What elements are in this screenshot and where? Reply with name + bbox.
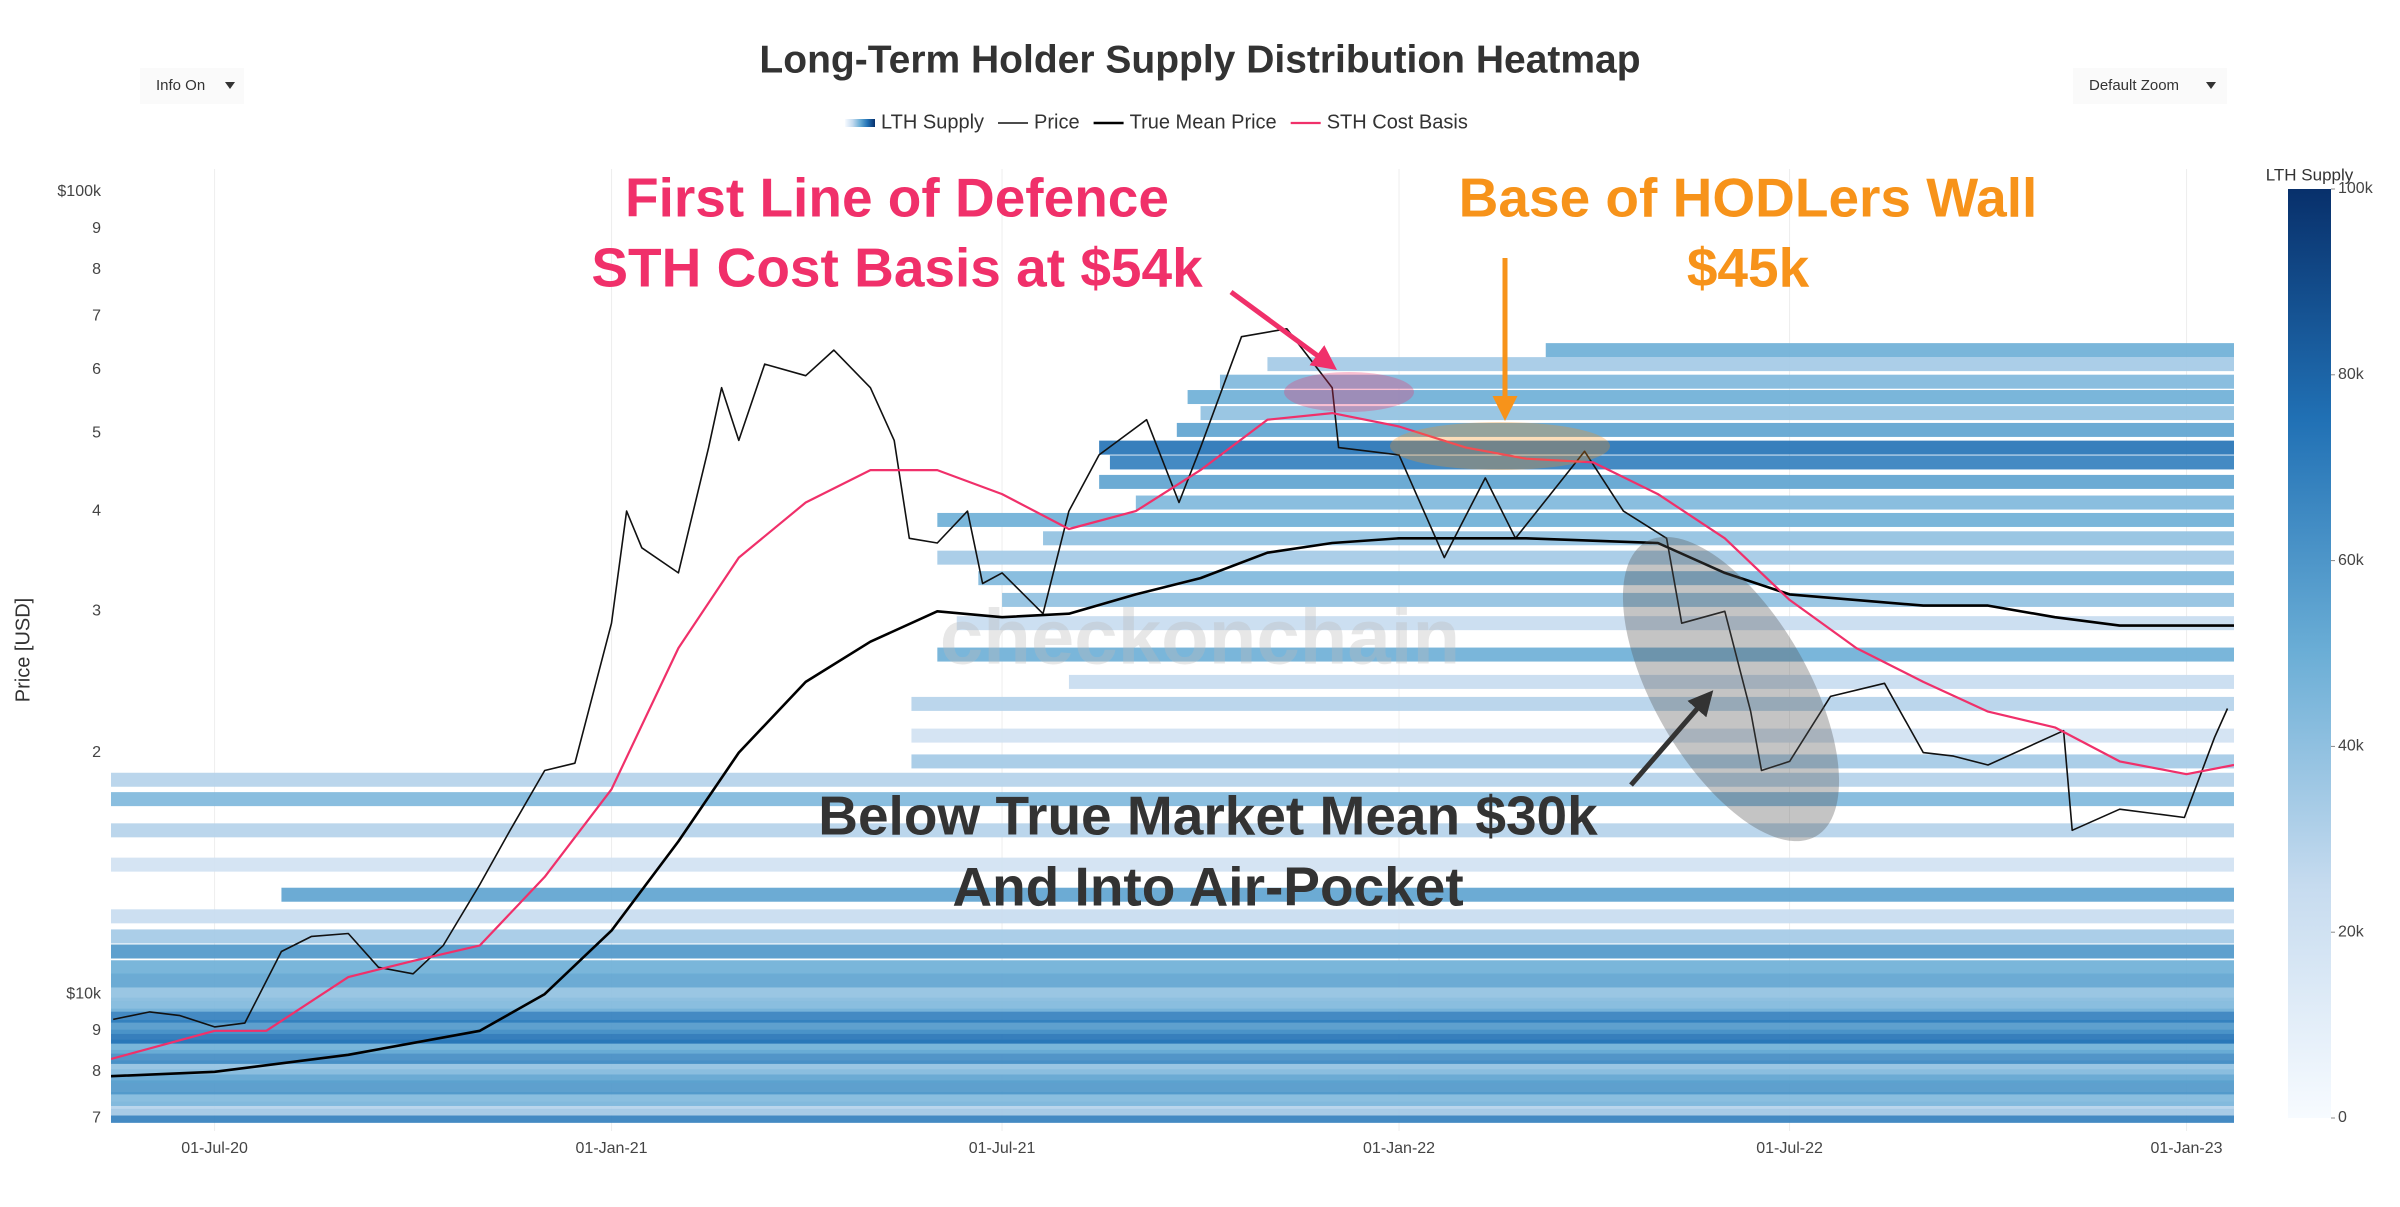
supply-band [1545, 343, 2234, 358]
annotation: Below True Market Mean $30k [818, 785, 1598, 847]
supply-band [1187, 390, 2234, 405]
colorbar-tick-label: 40k [2338, 738, 2365, 755]
series-line [113, 328, 2229, 1028]
legend-label: LTH Supply [881, 111, 984, 133]
dropdown-label[interactable]: Default Zoom [2089, 77, 2179, 94]
highlight-ellipse [1284, 372, 1414, 412]
colorbar-tick-label: 0 [2338, 1109, 2347, 1126]
y-tick-label: 3 [92, 603, 101, 620]
dropdown-arrow[interactable] [2206, 82, 2216, 89]
supply-band [111, 772, 2234, 787]
annotation: $45k [1687, 237, 1810, 299]
y-tick-label: 9 [92, 220, 101, 237]
supply-band [111, 960, 2234, 975]
supply-band [1219, 374, 2234, 389]
legend-swatch [845, 119, 875, 127]
arrow [1629, 690, 1714, 787]
supply-band [1200, 406, 2234, 421]
highlight-ellipse [1622, 536, 1840, 842]
dropdown[interactable] [140, 68, 244, 104]
colorbar-tick-label: 20k [2338, 923, 2365, 940]
supply-band [1068, 674, 2234, 689]
annotation: Base of HODLers Wall [1459, 167, 2038, 229]
legend-label: Price [1034, 111, 1080, 133]
supply-band [911, 728, 2234, 743]
supply-band [111, 909, 2234, 924]
series-line [111, 537, 2234, 1078]
colorbar-title: LTH Supply [2266, 165, 2354, 184]
supply-band [111, 823, 2234, 838]
legend-label: True Mean Price [1130, 111, 1277, 133]
supply-band [111, 857, 2234, 872]
chart-title: Long-Term Holder Supply Distribution Hea… [759, 38, 1640, 81]
x-tick-label: 01-Jul-22 [1756, 1140, 1823, 1157]
annotation: First Line of Defence [625, 167, 1169, 229]
colorbar-tick-label: 80k [2338, 366, 2365, 383]
supply-band [1176, 422, 2234, 437]
supply-band [1135, 495, 2234, 510]
x-tick-label: 01-Jan-21 [576, 1140, 648, 1157]
supply-band [911, 754, 2234, 769]
dropdown-label[interactable]: Info On [156, 77, 205, 94]
colorbar-tick-label: 60k [2338, 552, 2365, 569]
supply-band [111, 929, 2234, 944]
dropdown-arrow[interactable] [225, 82, 235, 89]
y-tick-label: $100k [57, 183, 102, 200]
supply-band [111, 792, 2234, 807]
supply-band [111, 987, 2234, 1002]
x-tick-label: 01-Jul-20 [181, 1140, 248, 1157]
legend-label: STH Cost Basis [1327, 111, 1468, 133]
supply-band [937, 512, 2234, 527]
y-tick-label: 5 [92, 425, 101, 442]
supply-band [111, 1019, 2234, 1034]
supply-band [111, 1091, 2234, 1106]
y-tick-label: 4 [92, 502, 101, 519]
y-tick-label: 6 [92, 361, 101, 378]
x-tick-label: 01-Jan-22 [1363, 1140, 1435, 1157]
y-tick-label: 8 [92, 1063, 101, 1080]
supply-band [111, 1008, 2234, 1023]
supply-band [111, 997, 2234, 1012]
y-tick-label: 7 [92, 1110, 101, 1127]
supply-band [281, 887, 2234, 902]
supply-band [1109, 455, 2234, 470]
annotation: And Into Air-Pocket [952, 856, 1463, 918]
arrow [1229, 289, 1338, 370]
y-tick-label: 7 [92, 307, 101, 324]
supply-band [911, 696, 2234, 711]
supply-band [937, 550, 2234, 565]
watermark: checkonchain [940, 593, 1460, 681]
colorbar [2288, 189, 2331, 1118]
x-tick-label: 01-Jan-23 [2151, 1140, 2223, 1157]
series-line [111, 412, 2234, 1061]
supply-band [111, 1080, 2234, 1095]
y-tick-label: 9 [92, 1022, 101, 1039]
supply-band [111, 973, 2234, 988]
y-axis-title: Price [USD] [12, 598, 34, 702]
supply-band [111, 1060, 2234, 1075]
supply-band [1099, 474, 2234, 489]
y-tick-label: 8 [92, 261, 101, 278]
supply-band [111, 944, 2234, 959]
supply-band [956, 616, 2234, 631]
highlight-ellipse [1390, 422, 1610, 470]
y-tick-label: 2 [92, 744, 101, 761]
x-tick-label: 01-Jul-21 [969, 1140, 1036, 1157]
annotation: STH Cost Basis at $54k [591, 237, 1203, 299]
supply-band [978, 571, 2234, 586]
dropdown[interactable] [2073, 68, 2227, 104]
supply-band [1099, 440, 2234, 455]
supply-band [1267, 357, 2234, 372]
colorbar-tick-label: 100k [2338, 180, 2374, 197]
supply-band [1002, 592, 2234, 607]
y-tick-label: $10k [66, 985, 102, 1002]
supply-band [937, 647, 2234, 662]
